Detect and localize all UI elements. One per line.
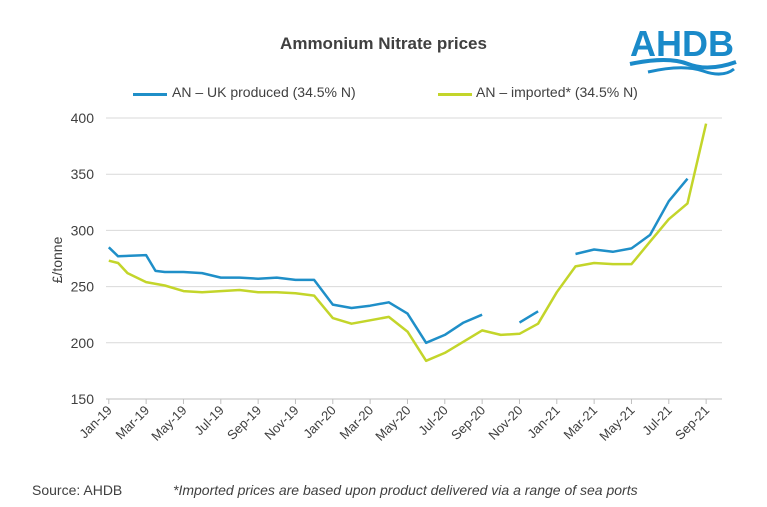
x-tick-label: Nov-20 xyxy=(485,403,525,443)
y-tick-label: 250 xyxy=(71,279,95,295)
x-tick-label: Jan-20 xyxy=(300,403,339,442)
legend-label-imported: AN – imported* (34.5% N) xyxy=(476,84,638,100)
x-tick-label: Jan-21 xyxy=(524,403,563,442)
legend-label-uk: AN – UK produced (34.5% N) xyxy=(172,84,356,100)
series-line-imported xyxy=(108,123,708,363)
x-tick-label: May-20 xyxy=(372,403,413,444)
y-tick-label: 150 xyxy=(71,391,95,407)
x-tick-label: May-21 xyxy=(596,403,637,444)
x-tick-label: Sep-19 xyxy=(224,403,264,443)
x-tick-label: Sep-21 xyxy=(672,403,712,443)
y-tick-label: 350 xyxy=(71,166,95,182)
x-tick-label: Mar-21 xyxy=(561,403,601,443)
series-line-uk-produced xyxy=(518,310,539,324)
x-tick-label: Jul-21 xyxy=(639,403,675,439)
x-tick-label: Jul-19 xyxy=(191,403,227,439)
x-tick-label: Sep-20 xyxy=(448,403,488,443)
x-tick-label: Jan-19 xyxy=(76,403,115,442)
x-tick-label: Jul-20 xyxy=(415,403,451,439)
ahdb-logo: AHDB xyxy=(629,23,737,76)
y-tick-label: 300 xyxy=(71,222,95,238)
y-tick-label: 200 xyxy=(71,335,95,351)
x-tick-label: Mar-20 xyxy=(337,403,377,443)
x-tick-label: Mar-19 xyxy=(113,403,153,443)
series-line-uk-produced xyxy=(575,177,689,256)
chart-title: Ammonium Nitrate prices xyxy=(280,34,487,53)
series-line-uk-produced xyxy=(107,246,483,345)
x-tick-label: Nov-19 xyxy=(261,403,301,443)
y-tick-label: 400 xyxy=(71,110,95,126)
logo-text: AHDB xyxy=(630,23,734,64)
footnote: *Imported prices are based upon product … xyxy=(173,482,638,498)
legend-swatch-imported xyxy=(438,93,472,96)
legend-swatch-uk xyxy=(133,93,167,96)
source-note: Source: AHDB xyxy=(32,482,123,498)
x-tick-label: May-19 xyxy=(148,403,189,444)
y-axis-label: £/tonne xyxy=(49,236,65,283)
